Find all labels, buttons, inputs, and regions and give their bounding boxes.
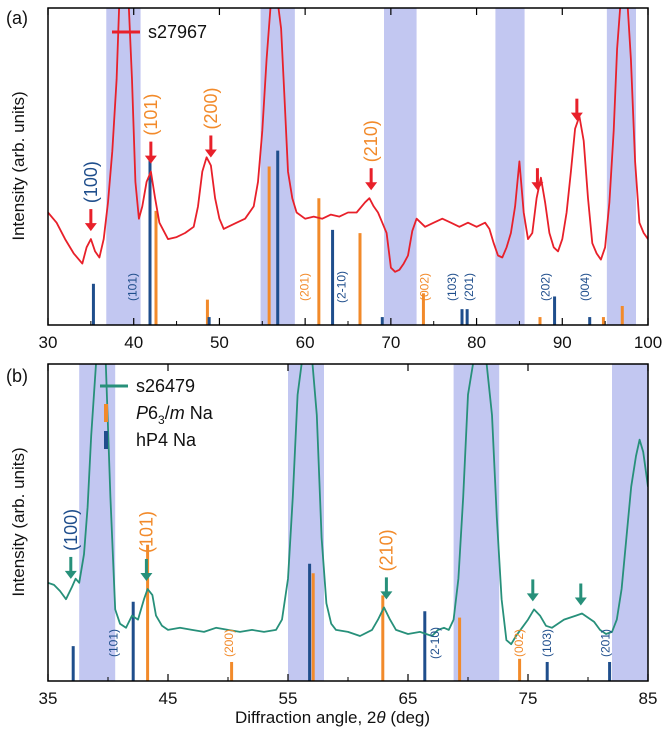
y-axis-label: Intensity (arb. units)	[9, 91, 28, 240]
panel-label: (b)	[6, 366, 28, 386]
stick-label: (202)	[538, 273, 552, 301]
panel-a: (101) (201) (2-10) (002) (103) (201) (202) (004…	[6, 7, 662, 352]
peak-arrow-head	[64, 570, 77, 579]
stick-label: (201)	[462, 273, 476, 301]
x-tick-label: 30	[39, 333, 58, 352]
legend-label: s27967	[148, 22, 207, 42]
panel-b: (101) (200) (2-10) (002) (103) (201) (100) (101…	[6, 363, 658, 708]
peak-label: (200)	[201, 87, 221, 129]
x-tick-label: 90	[553, 333, 572, 352]
x-tick-label: 80	[467, 333, 486, 352]
x-tick-label: 35	[39, 689, 58, 708]
legend-label: s26479	[136, 376, 195, 396]
series-line	[48, 364, 648, 646]
stick-label: (004)	[578, 273, 592, 301]
shaded-band	[288, 364, 324, 681]
peak-label: (210)	[361, 120, 381, 162]
legend-label-part: 3	[158, 413, 165, 427]
x-tick-label: 85	[639, 689, 658, 708]
stick-label: (201)	[298, 273, 312, 301]
x-tick-label: 75	[519, 689, 538, 708]
x-axis-label-theta: θ	[376, 708, 386, 727]
peak-label: (101)	[136, 511, 156, 553]
stick-label: (2-10)	[334, 271, 348, 303]
x-tick-label: 45	[159, 689, 178, 708]
legend-label: P63/m Na	[136, 403, 214, 427]
peak-arrow-head	[365, 182, 378, 191]
peak-arrow-head	[380, 591, 393, 600]
series-line	[48, 8, 648, 273]
x-tick-label: 50	[210, 333, 229, 352]
plot-area	[48, 8, 648, 325]
panel-label: (a)	[6, 8, 28, 28]
peak-arrow-head	[570, 112, 583, 121]
stick-label: (103)	[445, 273, 459, 301]
shaded-band	[612, 364, 648, 681]
x-tick-label: 40	[124, 333, 143, 352]
peak-arrow-head	[531, 182, 544, 191]
plot-area	[48, 364, 648, 681]
stick-label: (101)	[107, 629, 121, 657]
stick-label: (103)	[540, 629, 554, 657]
legend-label-part: /	[165, 403, 170, 423]
x-tick-label: 65	[399, 689, 418, 708]
legend-label: hP4 Na	[136, 430, 197, 450]
peak-arrow-head	[526, 593, 539, 602]
stick-label: (002)	[512, 629, 526, 657]
x-tick-label: 55	[279, 689, 298, 708]
peak-label: (210)	[376, 529, 396, 571]
peak-arrow-head	[84, 223, 97, 232]
legend-label-part: 6	[148, 403, 158, 423]
stick-label: (002)	[418, 273, 432, 301]
legend-label-part: P	[136, 403, 148, 423]
peak-label: (100)	[81, 161, 101, 203]
stick-label: (101)	[125, 273, 139, 301]
peak-arrow-head	[574, 597, 587, 606]
peak-arrow-head	[144, 155, 157, 164]
legend-label-part: m	[170, 403, 185, 423]
y-axis-label: Intensity (arb. units)	[9, 447, 28, 596]
shaded-band	[384, 8, 417, 325]
x-tick-label: 100	[634, 333, 662, 352]
figure-xlabel-wrap: Diffraction angle, 2θ (deg)	[0, 708, 665, 728]
x-axis-label-prefix: Diffraction angle, 2	[234, 708, 377, 727]
x-tick-label: 70	[381, 333, 400, 352]
stick-label: (201)	[599, 629, 613, 657]
peak-label: (101)	[141, 94, 161, 136]
shaded-band	[79, 364, 116, 681]
stick-label: (200)	[222, 629, 236, 657]
x-tick-label: 60	[296, 333, 315, 352]
peak-arrow-head	[140, 572, 153, 581]
stick-label: (2-10)	[428, 627, 442, 659]
peak-label: (100)	[61, 509, 81, 551]
peak-arrow-head	[204, 149, 217, 158]
x-axis-label-suffix: (deg)	[385, 708, 431, 727]
legend-label-part: Na	[185, 403, 214, 423]
